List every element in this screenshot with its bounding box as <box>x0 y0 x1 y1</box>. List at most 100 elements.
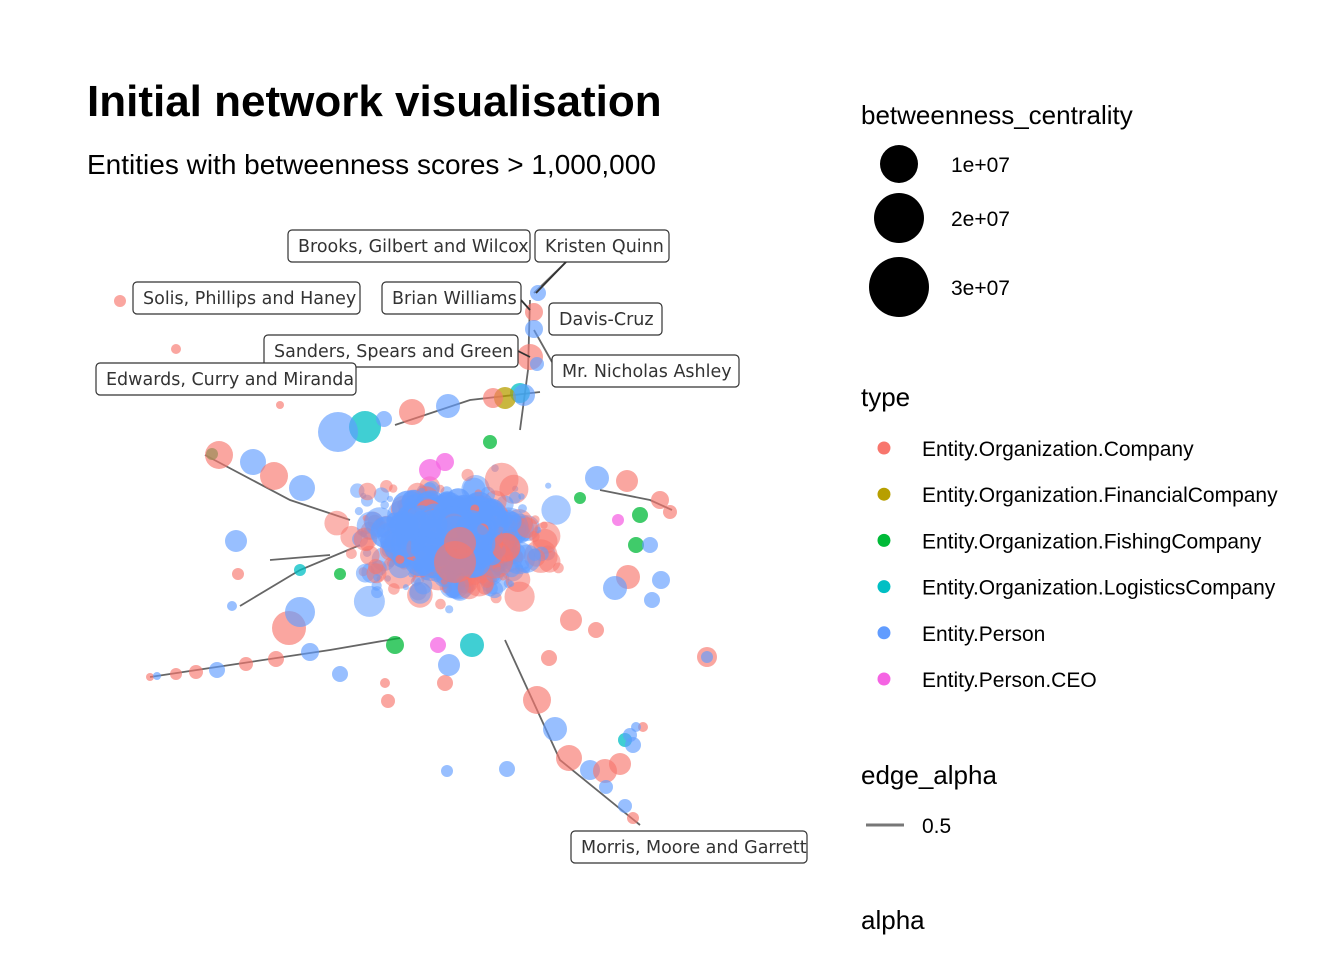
network-node <box>701 651 713 663</box>
network-node <box>445 605 454 614</box>
network-node <box>209 662 225 678</box>
network-node <box>318 412 358 452</box>
network-node <box>438 654 460 676</box>
legend-type-label: Entity.Organization.LogisticsCompany <box>922 577 1276 600</box>
network-node <box>240 449 266 475</box>
network-node <box>409 582 431 604</box>
network-node <box>644 592 660 608</box>
legend-size-title: betweenness_centrality <box>861 100 1133 130</box>
network-node <box>354 507 363 516</box>
network-node <box>541 495 571 525</box>
network-node <box>560 609 582 631</box>
chart-title: Initial network visualisation <box>87 77 662 126</box>
network-node <box>528 548 541 561</box>
node-label: Kristen Quinn <box>545 237 664 257</box>
network-node <box>530 357 544 371</box>
network-node <box>371 580 382 591</box>
legend-size-label: 2e+07 <box>951 208 1010 231</box>
network-node <box>436 394 460 418</box>
legend-type-label: Entity.Person.CEO <box>922 669 1097 692</box>
network-node <box>399 399 425 425</box>
legend-type-swatch <box>877 441 891 455</box>
network-node <box>631 722 641 732</box>
legend-type-label: Entity.Organization.FishingCompany <box>922 530 1262 553</box>
chart-subtitle: Entities with betweenness scores > 1,000… <box>87 149 656 180</box>
network-node <box>461 468 474 482</box>
network-node <box>227 601 237 611</box>
network-node <box>376 411 392 427</box>
network-node <box>146 673 154 681</box>
network-node <box>301 643 319 661</box>
network-node <box>483 435 497 449</box>
network-node <box>612 514 624 526</box>
node-label-box <box>551 354 740 388</box>
network-node <box>276 401 284 409</box>
network-node <box>368 558 384 575</box>
network-node <box>419 459 441 481</box>
network-node <box>171 344 181 354</box>
legend-type-swatch <box>877 487 891 501</box>
legend-edge-label: 0.5 <box>922 815 951 838</box>
network-node <box>114 295 126 307</box>
node-label-box <box>381 281 522 315</box>
legend-size-label: 3e+07 <box>951 277 1010 300</box>
network-node <box>170 668 182 680</box>
node-labels: Brooks, Gilbert and Wilcox Kristen Quinn S… <box>95 229 808 864</box>
network-node <box>509 491 521 504</box>
legend-type-swatch <box>877 626 891 640</box>
node-label: Davis-Cruz <box>559 310 654 330</box>
network-node <box>260 462 288 490</box>
network-node <box>189 665 203 679</box>
node-label: Edwards, Curry and Miranda <box>106 370 354 390</box>
network-edge <box>504 639 641 826</box>
network-node <box>501 511 522 532</box>
network-node <box>436 453 454 471</box>
network-node <box>499 761 515 777</box>
legend-size-label: 1e+07 <box>951 154 1010 177</box>
network-node <box>556 745 582 771</box>
node-label-box <box>95 362 357 396</box>
network-node <box>623 728 637 742</box>
legend-alpha-title: alpha <box>861 905 925 935</box>
network-node <box>642 537 658 553</box>
network-node <box>651 491 669 509</box>
legend-type-swatch <box>877 672 891 686</box>
network-node <box>518 504 527 513</box>
network-node <box>360 537 374 552</box>
network-node <box>381 694 395 708</box>
network-node <box>285 597 315 627</box>
network-node <box>460 633 484 657</box>
network-node <box>294 564 306 576</box>
node-label-box <box>548 302 663 336</box>
legend-size-circle <box>869 257 929 317</box>
network-node <box>628 537 644 553</box>
network-node <box>153 672 161 680</box>
network-node <box>389 484 398 493</box>
label-leader-line <box>517 350 531 358</box>
network-node <box>334 568 346 580</box>
legend-type-swatch <box>877 580 891 594</box>
legend-type-label: Entity.Organization.Company <box>922 438 1194 461</box>
label-leader-line <box>520 299 531 311</box>
network-node <box>638 722 648 732</box>
network-node <box>574 492 586 504</box>
network-node <box>430 637 446 653</box>
legend-type-label: Entity.Person <box>922 623 1045 646</box>
network-edge <box>269 554 331 561</box>
node-label-box <box>132 281 361 315</box>
network-node <box>627 812 639 824</box>
network-node <box>289 475 315 501</box>
network-node <box>652 571 670 589</box>
legend-edge-title: edge_alpha <box>861 760 997 790</box>
network-node <box>530 285 546 301</box>
network-node <box>545 482 552 489</box>
legend-size-entries: 1e+07 2e+07 3e+07 <box>869 145 1010 317</box>
network-node <box>380 678 390 688</box>
network-node <box>395 512 420 537</box>
node-label: Mr. Nicholas Ashley <box>562 362 732 382</box>
legend-type-title: type <box>861 382 910 412</box>
network-node <box>437 675 453 691</box>
legend-type-entries: Entity.Organization.Company Entity.Organi… <box>877 438 1278 692</box>
network-node <box>525 320 543 338</box>
network-node <box>435 598 446 610</box>
